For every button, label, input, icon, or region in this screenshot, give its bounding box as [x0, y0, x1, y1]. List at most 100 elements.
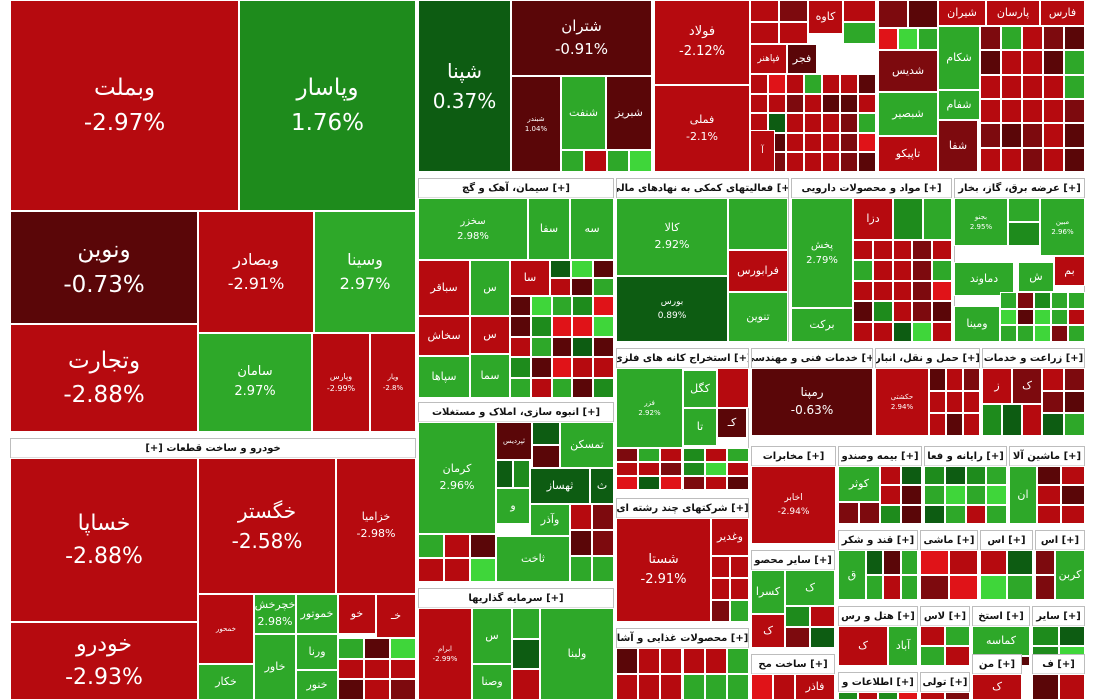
stock-tile-small[interactable] — [804, 74, 822, 94]
stock-tile-small[interactable] — [711, 600, 730, 622]
stock-tile-small[interactable] — [920, 646, 945, 666]
stock-tile[interactable]: برکت — [791, 308, 853, 342]
stock-tile[interactable]: ث — [590, 468, 614, 504]
stock-tile-small[interactable] — [949, 575, 978, 600]
stock-tile-small[interactable] — [920, 550, 949, 575]
stock-tile-small[interactable] — [571, 278, 593, 296]
stock-tile-small[interactable] — [1064, 147, 1085, 172]
stock-tile-small[interactable] — [1051, 292, 1068, 309]
stock-tile-small[interactable] — [530, 377, 552, 398]
stock-tile-small[interactable] — [878, 692, 898, 700]
stock-tile[interactable]: سا — [510, 260, 550, 296]
stock-tile-small[interactable] — [912, 301, 933, 322]
stock-tile-small[interactable] — [572, 296, 594, 317]
stock-tile[interactable]: ونوین -0.73% — [10, 211, 198, 324]
stock-tile-small[interactable] — [1037, 504, 1061, 524]
stock-tile-small[interactable] — [751, 674, 773, 700]
stock-tile-small[interactable] — [840, 93, 858, 114]
stock-tile-small[interactable] — [570, 556, 592, 582]
sector-header[interactable]: [+] فعالیتهای کمکی به نهادهای مالی — [616, 178, 789, 198]
sector-header[interactable]: [+] ماشی — [920, 530, 978, 550]
stock-tile-small[interactable] — [390, 638, 416, 659]
stock-tile-small[interactable] — [858, 74, 876, 94]
stock-tile-small[interactable] — [616, 476, 639, 490]
stock-tile-small[interactable] — [822, 93, 840, 114]
stock-tile-small[interactable] — [704, 674, 727, 700]
stock-tile-small[interactable] — [822, 74, 840, 94]
stock-tile-small[interactable] — [638, 476, 661, 490]
stock-tile-small[interactable] — [1032, 674, 1059, 700]
stock-tile-small[interactable] — [980, 99, 1001, 124]
sector-header[interactable]: [+] سایر — [1032, 606, 1085, 626]
stock-tile-small[interactable] — [880, 485, 901, 505]
stock-tile-small[interactable] — [1008, 198, 1040, 222]
stock-tile-small[interactable] — [892, 280, 913, 302]
sector-header[interactable]: [+] من — [972, 654, 1022, 674]
stock-tile-small[interactable] — [616, 674, 639, 700]
stock-tile-small[interactable] — [510, 316, 531, 337]
stock-tile[interactable]: کسرا — [751, 570, 785, 614]
stock-tile-small[interactable] — [530, 357, 552, 378]
sector-header[interactable]: خودرو و ساخت قطعات [+] — [10, 438, 416, 458]
stock-tile-small[interactable] — [418, 534, 444, 558]
stock-tile-small[interactable] — [730, 556, 749, 578]
stock-tile-small[interactable] — [920, 626, 945, 646]
stock-tile[interactable]: کالا 2.92% — [616, 198, 728, 276]
stock-tile[interactable]: شبریز — [606, 76, 652, 150]
stock-tile[interactable]: فارس — [1040, 0, 1085, 26]
stock-tile-small[interactable] — [901, 504, 922, 524]
stock-tile-small[interactable] — [1001, 99, 1022, 124]
stock-tile-small[interactable] — [878, 28, 898, 50]
stock-tile-small[interactable] — [1051, 325, 1068, 342]
stock-tile-small[interactable] — [551, 296, 573, 317]
sector-header[interactable]: [+] عرضه برق، گاز، بخار — [954, 178, 1085, 198]
stock-tile-small[interactable] — [900, 550, 918, 575]
stock-tile-small[interactable] — [750, 0, 779, 22]
sector-header[interactable]: [+] سایر محصو — [751, 550, 835, 570]
stock-tile[interactable]: خکار — [198, 664, 254, 700]
stock-tile-small[interactable] — [1043, 123, 1064, 148]
stock-tile-small[interactable] — [1063, 390, 1085, 414]
stock-tile-small[interactable] — [1022, 26, 1043, 51]
stock-tile[interactable]: ق — [838, 550, 866, 600]
stock-tile-small[interactable] — [1061, 485, 1085, 505]
stock-tile[interactable]: فولاد -2.12% — [654, 0, 750, 85]
stock-tile-small[interactable] — [1001, 123, 1022, 148]
stock-tile-small[interactable] — [390, 658, 416, 680]
stock-tile[interactable]: سخزر 2.98% — [418, 198, 528, 260]
sector-header[interactable]: [+] رایانه و فعا — [924, 446, 1007, 466]
stock-tile-small[interactable] — [944, 504, 966, 524]
stock-tile-small[interactable] — [785, 627, 810, 648]
stock-tile-small[interactable] — [728, 198, 788, 250]
stock-tile-small[interactable] — [945, 626, 970, 646]
stock-tile-small[interactable] — [786, 132, 804, 153]
stock-tile[interactable]: ومینا — [954, 306, 1000, 342]
stock-tile[interactable]: کماسه — [972, 626, 1030, 656]
stock-tile-small[interactable] — [572, 377, 594, 398]
stock-tile-small[interactable] — [963, 390, 980, 414]
stock-tile[interactable]: کوثر — [838, 466, 880, 502]
stock-tile-small[interactable] — [1043, 147, 1064, 172]
stock-tile-small[interactable] — [682, 448, 705, 462]
stock-tile-small[interactable] — [1001, 50, 1022, 75]
stock-tile-small[interactable] — [1042, 368, 1064, 391]
stock-tile-small[interactable] — [592, 260, 614, 278]
stock-tile-small[interactable] — [660, 674, 683, 700]
stock-tile[interactable]: ان — [1009, 466, 1037, 524]
sector-header[interactable]: [+] اس — [1035, 530, 1085, 550]
stock-tile-small[interactable] — [512, 669, 540, 700]
stock-tile-small[interactable] — [338, 638, 364, 659]
stock-tile-small[interactable] — [1022, 123, 1043, 148]
sector-header[interactable]: [+] سیمان، آهک و گچ — [418, 178, 614, 198]
stock-tile-small[interactable] — [530, 296, 552, 317]
stock-tile-small[interactable] — [779, 0, 808, 22]
stock-tile[interactable]: سپاها — [418, 356, 470, 398]
stock-tile-small[interactable] — [682, 674, 705, 700]
stock-tile[interactable]: آباد — [888, 626, 918, 666]
stock-tile-small[interactable] — [510, 357, 531, 378]
stock-tile-small[interactable] — [872, 301, 893, 322]
stock-tile[interactable]: وغدیر — [711, 518, 749, 556]
stock-tile-small[interactable] — [963, 368, 980, 391]
stock-tile[interactable]: خزامیا -2.98% — [336, 458, 416, 594]
stock-tile[interactable]: وسینا 2.97% — [314, 211, 416, 333]
